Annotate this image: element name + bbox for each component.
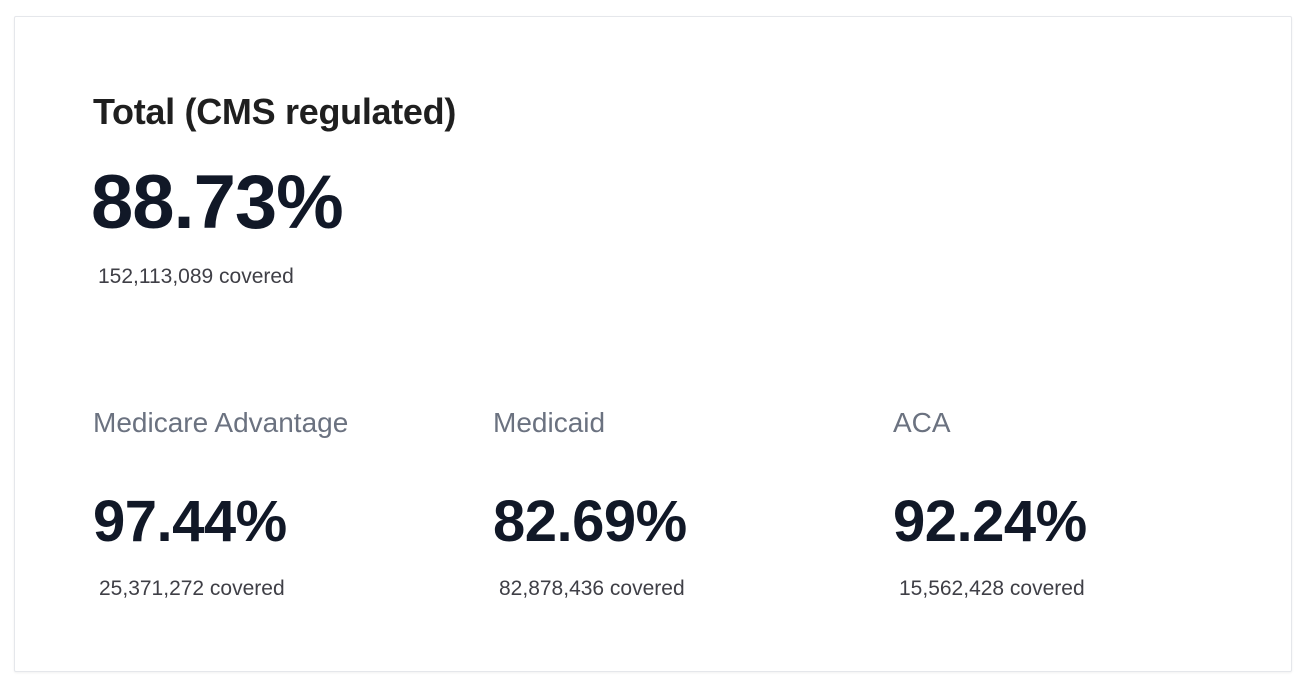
segment-percent: 92.24% <box>893 489 1087 554</box>
segment-label: Medicare Advantage <box>93 407 349 438</box>
segment-label: ACA <box>893 407 951 438</box>
segment-medicare-advantage: Medicare Advantage 97.44% 25,371,272 cov… <box>93 407 473 607</box>
segment-covered: 15,562,428 covered <box>899 577 1085 600</box>
segment-percent: 97.44% <box>93 489 287 554</box>
segment-label: Medicaid <box>493 407 606 438</box>
segment-aca: ACA 92.24% 15,562,428 covered <box>893 407 1273 607</box>
total-covered: 152,113,089 covered <box>98 265 294 288</box>
segment-medicaid: Medicaid 82.69% 82,878,436 covered <box>493 407 873 607</box>
total-title: Total (CMS regulated) <box>93 91 457 132</box>
segment-percent: 82.69% <box>493 489 687 554</box>
segment-covered: 82,878,436 covered <box>499 577 685 600</box>
total-percent: 88.73% <box>91 160 344 245</box>
coverage-card: Total (CMS regulated) 88.73% 152,113,089… <box>14 16 1292 672</box>
segment-covered: 25,371,272 covered <box>99 577 285 600</box>
